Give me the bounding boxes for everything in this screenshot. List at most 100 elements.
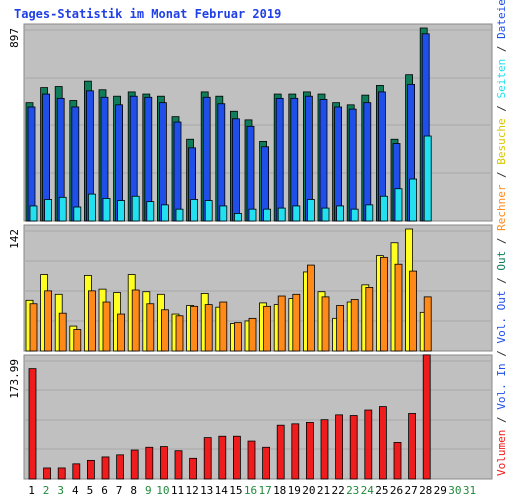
panel-middle-ymax-label: 142 xyxy=(8,229,21,249)
bar-dateien-day-14 xyxy=(217,103,226,222)
bar-volumen-day-13 xyxy=(203,437,212,480)
bar-dateien-day-22 xyxy=(334,106,343,222)
bar-volumen-day-16 xyxy=(247,440,256,480)
chart-title: Tages-Statistik im Monat Februar 2019 xyxy=(14,7,281,21)
bar-volumen-day-18 xyxy=(276,424,285,480)
bar-rechner-day-15 xyxy=(233,322,242,352)
x-tick-label-day-31: 31 xyxy=(463,484,476,497)
bar-volumen-day-21 xyxy=(320,419,329,480)
bar-seiten-day-6 xyxy=(102,198,111,222)
bar-volumen-day-8 xyxy=(130,449,139,480)
x-tick-label-day-27: 27 xyxy=(404,484,417,497)
series-dateien xyxy=(27,33,430,222)
bar-rechner-day-16 xyxy=(248,317,257,352)
x-tick-label-day-7: 7 xyxy=(116,484,123,497)
bar-dateien-day-23 xyxy=(348,108,357,222)
x-tick-label-day-17: 17 xyxy=(258,484,271,497)
bar-rechner-day-27 xyxy=(409,270,418,352)
bar-rechner-day-11 xyxy=(175,315,184,352)
series-seiten xyxy=(29,135,432,222)
x-tick-label-day-20: 20 xyxy=(302,484,315,497)
bar-volumen-day-6 xyxy=(101,456,110,480)
x-tick-label-day-23: 23 xyxy=(346,484,359,497)
x-tick-label-day-9: 9 xyxy=(145,484,152,497)
panel-top-ymax-label: 897 xyxy=(8,28,21,48)
bar-seiten-day-13 xyxy=(204,200,213,222)
bar-volumen-day-23 xyxy=(349,415,358,480)
bar-seiten-day-10 xyxy=(160,204,169,222)
bar-volumen-day-5 xyxy=(87,459,95,480)
bar-volumen-day-2 xyxy=(43,467,51,480)
bar-dateien-day-15 xyxy=(231,118,240,222)
bar-rechner-day-2 xyxy=(44,290,52,352)
bar-rechner-day-26 xyxy=(394,263,403,352)
x-tick-label-day-26: 26 xyxy=(390,484,403,497)
bar-volumen-day-25 xyxy=(378,406,387,480)
bar-seiten-day-15 xyxy=(233,213,242,222)
bar-dateien-day-11 xyxy=(173,121,182,222)
x-tick-label-day-1: 1 xyxy=(28,484,35,497)
x-tick-label-day-29: 29 xyxy=(434,484,447,497)
legend-item-rechner: Rechner xyxy=(495,184,508,231)
bar-dateien-day-1 xyxy=(27,106,36,222)
bar-seiten-day-7 xyxy=(117,200,125,222)
bar-seiten-day-2 xyxy=(44,199,52,222)
bar-volumen-day-7 xyxy=(116,454,124,480)
bar-rechner-day-24 xyxy=(365,287,374,352)
x-tick-label-day-10: 10 xyxy=(156,484,169,497)
x-tick-label-day-2: 2 xyxy=(43,484,50,497)
bar-rechner-day-13 xyxy=(204,304,213,352)
x-tick-label-day-8: 8 xyxy=(130,484,137,497)
bar-volumen-day-11 xyxy=(174,450,183,480)
bar-seiten-day-26 xyxy=(394,188,403,222)
bar-seiten-day-14 xyxy=(219,205,228,222)
bar-seiten-day-21 xyxy=(321,207,330,222)
x-tick-label-day-21: 21 xyxy=(317,484,330,497)
x-tick-label-day-18: 18 xyxy=(273,484,286,497)
x-tick-label-day-11: 11 xyxy=(171,484,184,497)
bar-volumen-day-26 xyxy=(393,442,402,480)
legend-item-dateien: Dateien xyxy=(495,0,508,39)
bar-rechner-day-6 xyxy=(102,301,111,352)
bar-seiten-day-5 xyxy=(88,193,96,222)
bar-seiten-day-3 xyxy=(58,196,67,222)
bar-dateien-day-10 xyxy=(158,102,167,222)
bar-volumen-day-4 xyxy=(72,463,81,480)
legend-separator: / xyxy=(495,231,508,251)
legend-item-vol-out: Vol. Out xyxy=(495,291,508,344)
legend-separator: / xyxy=(495,98,508,118)
x-tick-label-day-25: 25 xyxy=(375,484,388,497)
bar-seiten-day-25 xyxy=(379,195,388,222)
bar-dateien-day-24 xyxy=(363,102,372,222)
panel-top: 897 xyxy=(8,23,493,222)
bar-rechner-day-4 xyxy=(73,329,82,352)
bar-volumen-day-27 xyxy=(408,413,417,480)
bar-volumen-day-10 xyxy=(159,446,168,480)
legend-separator: / xyxy=(495,344,508,364)
x-axis-labels: 1 2 3 4 5 6 7 8 9 10 11 12 13 14 15 16 17 18 19 20 21 22 23 24 2… xyxy=(28,484,476,497)
bar-rechner-day-18 xyxy=(277,295,286,352)
legend-item-vol-in: Vol. In xyxy=(495,363,508,409)
series-rechner xyxy=(29,256,432,352)
bar-seiten-day-4 xyxy=(73,206,82,222)
bar-seiten-day-23 xyxy=(350,208,359,222)
bar-volumen-day-28 xyxy=(422,354,431,480)
bar-seiten-day-18 xyxy=(277,207,286,222)
x-tick-label-day-14: 14 xyxy=(215,484,229,497)
bar-rechner-day-20 xyxy=(306,264,315,352)
bar-seiten-day-28 xyxy=(423,135,432,222)
panel-bottom-ymax-label: 173.99 xyxy=(8,359,21,399)
chart-plots: 897 142 173.99 xyxy=(8,23,493,480)
series-volumen xyxy=(28,354,431,480)
bar-dateien-day-21 xyxy=(319,99,328,222)
bar-rechner-day-14 xyxy=(219,301,228,352)
bar-dateien-day-19 xyxy=(290,97,299,222)
bar-volumen-day-17 xyxy=(262,446,271,480)
legend-item-besuche: Besuche xyxy=(495,118,508,164)
bar-dateien-day-4 xyxy=(71,106,80,222)
x-tick-label-day-15: 15 xyxy=(229,484,242,497)
bar-seiten-day-20 xyxy=(306,199,315,222)
legend-separator: / xyxy=(495,271,508,291)
panel-middle: 142 xyxy=(8,224,493,352)
